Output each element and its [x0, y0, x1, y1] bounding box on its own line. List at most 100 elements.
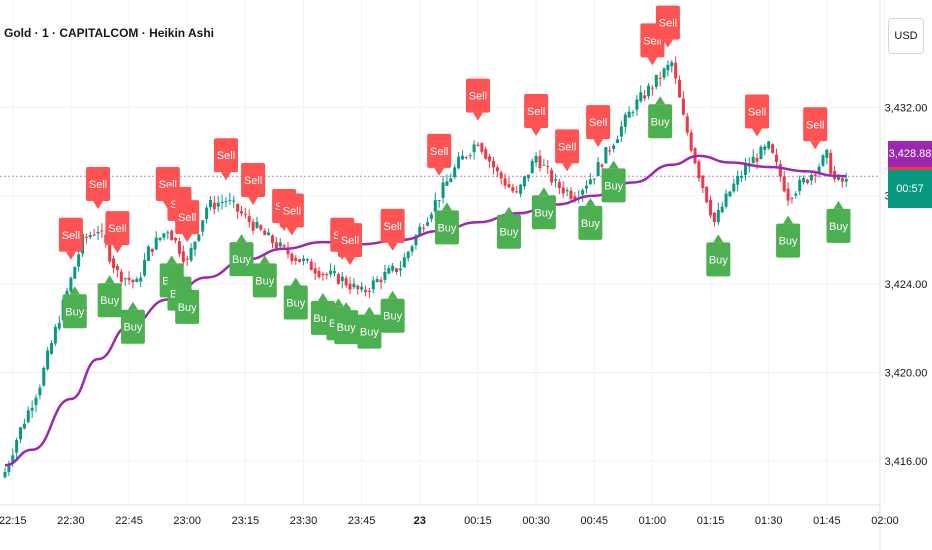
candle-body	[232, 200, 236, 202]
buy-label-text: Buy	[255, 275, 274, 287]
buy-label-box	[97, 283, 122, 318]
candle-body	[480, 143, 484, 152]
candle-body	[623, 114, 627, 127]
candle-body	[77, 254, 81, 267]
currency-button[interactable]: USD	[888, 18, 924, 54]
candle-body	[457, 156, 461, 169]
sell-label-pointer	[220, 172, 231, 181]
moving-average-line	[4, 154, 847, 467]
candle-body	[201, 220, 205, 232]
candle-body	[352, 283, 356, 288]
candle-body	[220, 201, 224, 203]
buy-signal: Buy	[283, 277, 308, 320]
candle-body	[782, 176, 786, 192]
time-tick-label: 01:00	[639, 515, 667, 527]
candle-body	[522, 176, 526, 187]
candle-body	[259, 225, 263, 230]
buy-signal: Buy	[380, 290, 405, 333]
buy-label-pointer	[387, 290, 398, 299]
candle-body	[689, 132, 693, 151]
candle-body	[709, 200, 713, 216]
sell-label-text: Sell	[806, 119, 824, 131]
candle-body	[364, 289, 368, 292]
candle-body	[767, 141, 771, 149]
candle-body	[286, 248, 290, 255]
candle-body	[441, 182, 445, 198]
buy-label-pointer	[166, 255, 177, 264]
sell-label-box	[524, 94, 549, 129]
buy-label-pointer	[713, 234, 724, 243]
candle-body	[236, 203, 240, 212]
buy-label-pointer	[69, 286, 80, 295]
sell-signal: Sell	[105, 211, 130, 254]
candle-body	[267, 232, 271, 236]
candle-body	[379, 279, 383, 283]
buy-label-box	[252, 263, 277, 298]
candle-body	[674, 62, 678, 79]
candle-body	[507, 184, 511, 188]
candle-body	[239, 211, 243, 214]
buy-label-text: Buy	[709, 254, 728, 266]
candle-body	[600, 164, 604, 167]
candle-body	[476, 144, 480, 146]
buy-label-text: Buy	[65, 306, 84, 318]
candle-body	[123, 278, 127, 280]
buy-signal: Buy	[175, 281, 200, 324]
buy-label-pointer	[104, 275, 115, 284]
sell-label-text: Sell	[748, 106, 766, 118]
sell-label-box	[86, 166, 111, 201]
buy-label-pointer	[182, 281, 193, 290]
candle-body	[119, 271, 123, 282]
sell-label-text: Sell	[178, 212, 196, 224]
sell-label-text: Sell	[469, 91, 487, 103]
sell-label-text: Sell	[62, 230, 80, 242]
candle-body	[30, 407, 34, 411]
sell-label-pointer	[65, 251, 76, 260]
candle-body	[69, 277, 73, 292]
sell-label-text: Sell	[89, 179, 107, 191]
sell-label-pointer	[472, 112, 483, 121]
candle-body	[193, 241, 197, 250]
candle-body	[177, 241, 181, 254]
candle-body	[484, 149, 488, 159]
candle-body	[224, 201, 228, 203]
buy-label-pointer	[538, 187, 549, 196]
candle-body	[131, 279, 135, 283]
candle-body	[7, 464, 11, 472]
candle-body	[348, 283, 352, 290]
sell-signal: Sell	[241, 162, 266, 205]
buy-signal: Buy	[826, 200, 851, 243]
candle-body	[805, 179, 809, 184]
candle-body	[658, 77, 662, 79]
candle-body	[790, 198, 794, 200]
sell-label-box	[105, 211, 130, 246]
time-tick-label: 01:45	[813, 515, 841, 527]
candle-body	[340, 276, 344, 282]
candle-body	[825, 149, 829, 158]
buy-label-text: Buy	[499, 227, 518, 239]
candle-body	[802, 178, 806, 183]
time-tick-label: 23:15	[232, 515, 260, 527]
buy-label-box	[120, 309, 145, 344]
candle-body	[73, 267, 77, 279]
candle-body	[557, 181, 561, 188]
price-tick-label: 3,420.00	[885, 367, 928, 379]
sell-label-pointer	[345, 257, 356, 266]
candle-body	[538, 155, 542, 169]
time-tick-label: 00:15	[464, 515, 492, 527]
buy-label-pointer	[317, 292, 328, 301]
buy-signal: Buy	[357, 306, 382, 349]
ma-price-tag: 3,428.88	[888, 141, 932, 168]
candle-body	[740, 175, 744, 178]
price-tick-label: 3,416.00	[885, 456, 928, 468]
candle-body	[666, 64, 670, 71]
signal-labels: Sell Sell Sell Sell Sell Sell Sell Sell Sell Sell…	[58, 5, 851, 349]
candle-body	[270, 235, 274, 244]
candle-body	[387, 268, 391, 274]
candle-body	[383, 271, 387, 280]
buy-label-text: Buy	[286, 297, 305, 309]
candle-body	[205, 207, 209, 220]
candle-body	[468, 155, 472, 157]
candle-body	[189, 248, 193, 261]
